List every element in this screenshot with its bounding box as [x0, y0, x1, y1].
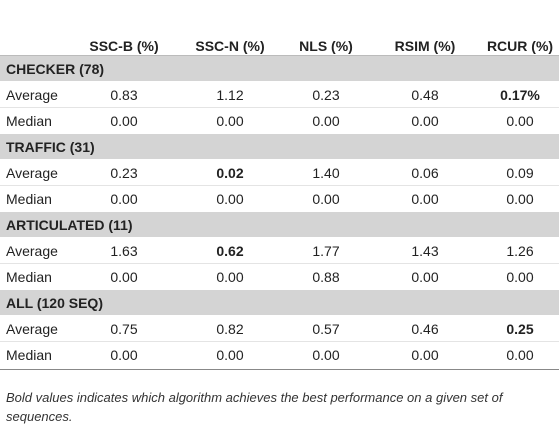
column-header: SSC-N (%) — [195, 38, 265, 54]
section-band — [0, 212, 559, 237]
cell-value: 0.48 — [411, 87, 439, 103]
cell-value: 0.00 — [506, 191, 534, 207]
cell-value: 0.00 — [411, 113, 439, 129]
row-label: Median — [6, 347, 52, 363]
cell-value: 0.46 — [411, 321, 439, 337]
row-label: Median — [6, 113, 52, 129]
row-rule — [0, 341, 559, 342]
column-header: RSIM (%) — [394, 38, 456, 54]
section-band — [0, 56, 559, 81]
header-rule — [0, 55, 559, 56]
cell-value: 0.00 — [506, 269, 534, 285]
row-rule — [0, 107, 559, 108]
cell-value: 0.00 — [216, 191, 244, 207]
cell-value: 0.00 — [216, 347, 244, 363]
cell-value: 0.88 — [312, 269, 340, 285]
cell-value: 0.23 — [312, 87, 340, 103]
cell-value: 0.57 — [312, 321, 340, 337]
section-title: TRAFFIC (31) — [6, 139, 95, 155]
row-label: Average — [6, 87, 58, 103]
cell-value: 0.00 — [110, 113, 138, 129]
column-header: NLS (%) — [299, 38, 353, 54]
section-band — [0, 134, 559, 159]
cell-value: 0.00 — [312, 347, 340, 363]
column-header: RCUR (%) — [486, 38, 554, 54]
column-header: SSC-B (%) — [89, 38, 159, 54]
cell-value: 0.62 — [216, 243, 244, 259]
cell-value: 0.00 — [110, 347, 138, 363]
row-rule — [0, 185, 559, 186]
cell-value: 0.00 — [110, 191, 138, 207]
row-label: Average — [6, 321, 58, 337]
cell-value: 0.00 — [506, 347, 534, 363]
footnote: Bold values indicates which algorithm ac… — [6, 390, 503, 424]
cell-value: 0.00 — [110, 269, 138, 285]
cell-value: 0.00 — [411, 269, 439, 285]
cell-value: 0.83 — [110, 87, 138, 103]
cell-value: 1.63 — [110, 243, 138, 259]
row-label: Average — [6, 165, 58, 181]
cell-value: 1.12 — [216, 87, 244, 103]
row-label: Median — [6, 191, 52, 207]
cell-value: 0.25 — [506, 321, 534, 337]
section-title: ALL (120 SEQ) — [6, 295, 103, 311]
row-rule — [0, 263, 559, 264]
cell-value: 0.06 — [411, 165, 439, 181]
cell-value: 0.02 — [216, 165, 244, 181]
cell-value: 0.00 — [411, 347, 439, 363]
cell-value: 1.26 — [506, 243, 534, 259]
cell-value: 0.23 — [110, 165, 138, 181]
row-label: Average — [6, 243, 58, 259]
section-title: CHECKER (78) — [6, 61, 105, 77]
row-label: Median — [6, 269, 52, 285]
cell-value: 0.00 — [216, 269, 244, 285]
section-title: ARTICULATED (11) — [6, 217, 133, 233]
section-band — [0, 290, 559, 315]
cell-value: 0.75 — [110, 321, 138, 337]
cell-value: 0.00 — [216, 113, 244, 129]
cell-value: 1.77 — [312, 243, 340, 259]
cell-value: 1.40 — [312, 165, 340, 181]
cell-value: 0.00 — [312, 113, 340, 129]
bottom-rule — [0, 369, 559, 370]
cell-value: 0.00 — [411, 191, 439, 207]
cell-value: 0.82 — [216, 321, 244, 337]
cell-value: 0.00 — [312, 191, 340, 207]
cell-value: 0.00 — [506, 113, 534, 129]
cell-value: 0.17% — [500, 87, 540, 103]
cell-value: 0.09 — [506, 165, 534, 181]
cell-value: 1.43 — [411, 243, 439, 259]
